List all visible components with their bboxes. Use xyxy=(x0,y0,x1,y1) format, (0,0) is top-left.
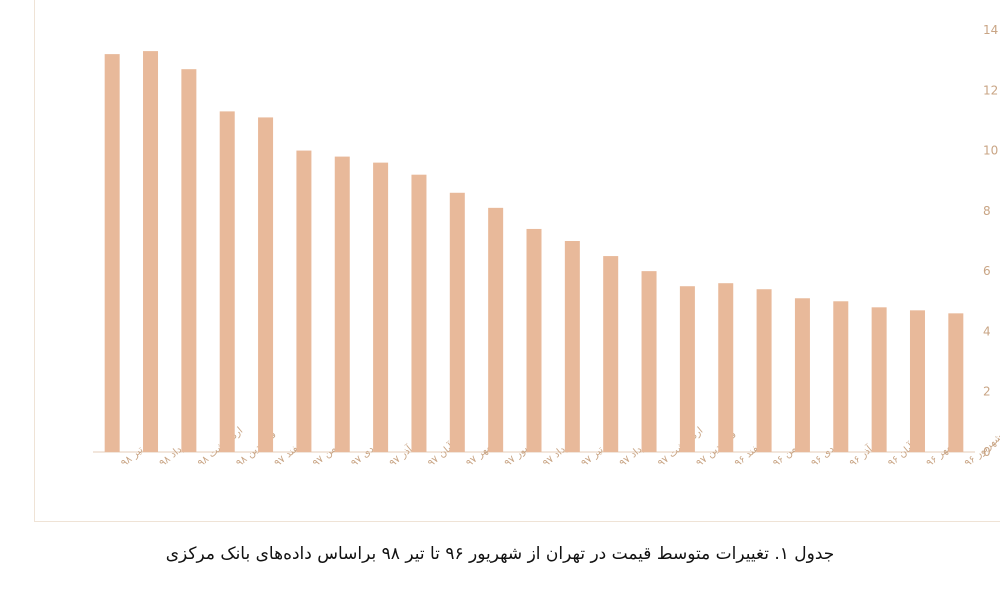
bar xyxy=(871,307,887,452)
bar xyxy=(564,241,580,452)
bar xyxy=(296,150,312,453)
bar xyxy=(334,156,350,452)
y-tick-label: 8 xyxy=(983,204,991,218)
bar xyxy=(603,256,619,452)
bar xyxy=(833,301,849,452)
bar xyxy=(948,313,964,452)
chart-caption: جدول ۱. تغییرات متوسط قیمت در تهران از ش… xyxy=(165,544,835,564)
x-tick-label: آذر ۹۶ xyxy=(846,442,875,469)
bar xyxy=(104,54,120,452)
x-tick-label: تیر ۹۷ xyxy=(579,444,606,469)
bar xyxy=(258,117,274,453)
bar xyxy=(909,310,925,452)
y-tick-label: 2 xyxy=(983,385,991,399)
bar xyxy=(641,271,657,452)
bar xyxy=(181,69,197,452)
bar xyxy=(449,192,465,452)
y-tick-label: 10 xyxy=(983,144,998,158)
y-tick-label: 0 xyxy=(983,445,991,459)
bar xyxy=(219,111,235,452)
x-tick-label: آذر ۹۷ xyxy=(386,442,415,469)
x-tick-label: تیر ۹۸ xyxy=(119,444,146,469)
y-tick-label: 6 xyxy=(983,264,991,278)
bar xyxy=(143,51,159,452)
y-tick-label: 12 xyxy=(983,83,998,97)
bar xyxy=(488,207,504,452)
x-tick-label: شهریور ۹۶ xyxy=(963,432,1000,469)
y-tick-label: 4 xyxy=(983,324,991,338)
x-tick-label: دی ۹۷ xyxy=(349,444,376,469)
y-tick-label: 14 xyxy=(983,23,998,37)
bar xyxy=(373,162,389,452)
bar xyxy=(526,228,542,452)
bar xyxy=(411,174,427,452)
bar xyxy=(679,286,695,452)
x-tick-label: دی ۹۶ xyxy=(809,444,836,469)
bar xyxy=(756,289,772,452)
bar xyxy=(718,283,734,452)
bar xyxy=(794,298,810,452)
